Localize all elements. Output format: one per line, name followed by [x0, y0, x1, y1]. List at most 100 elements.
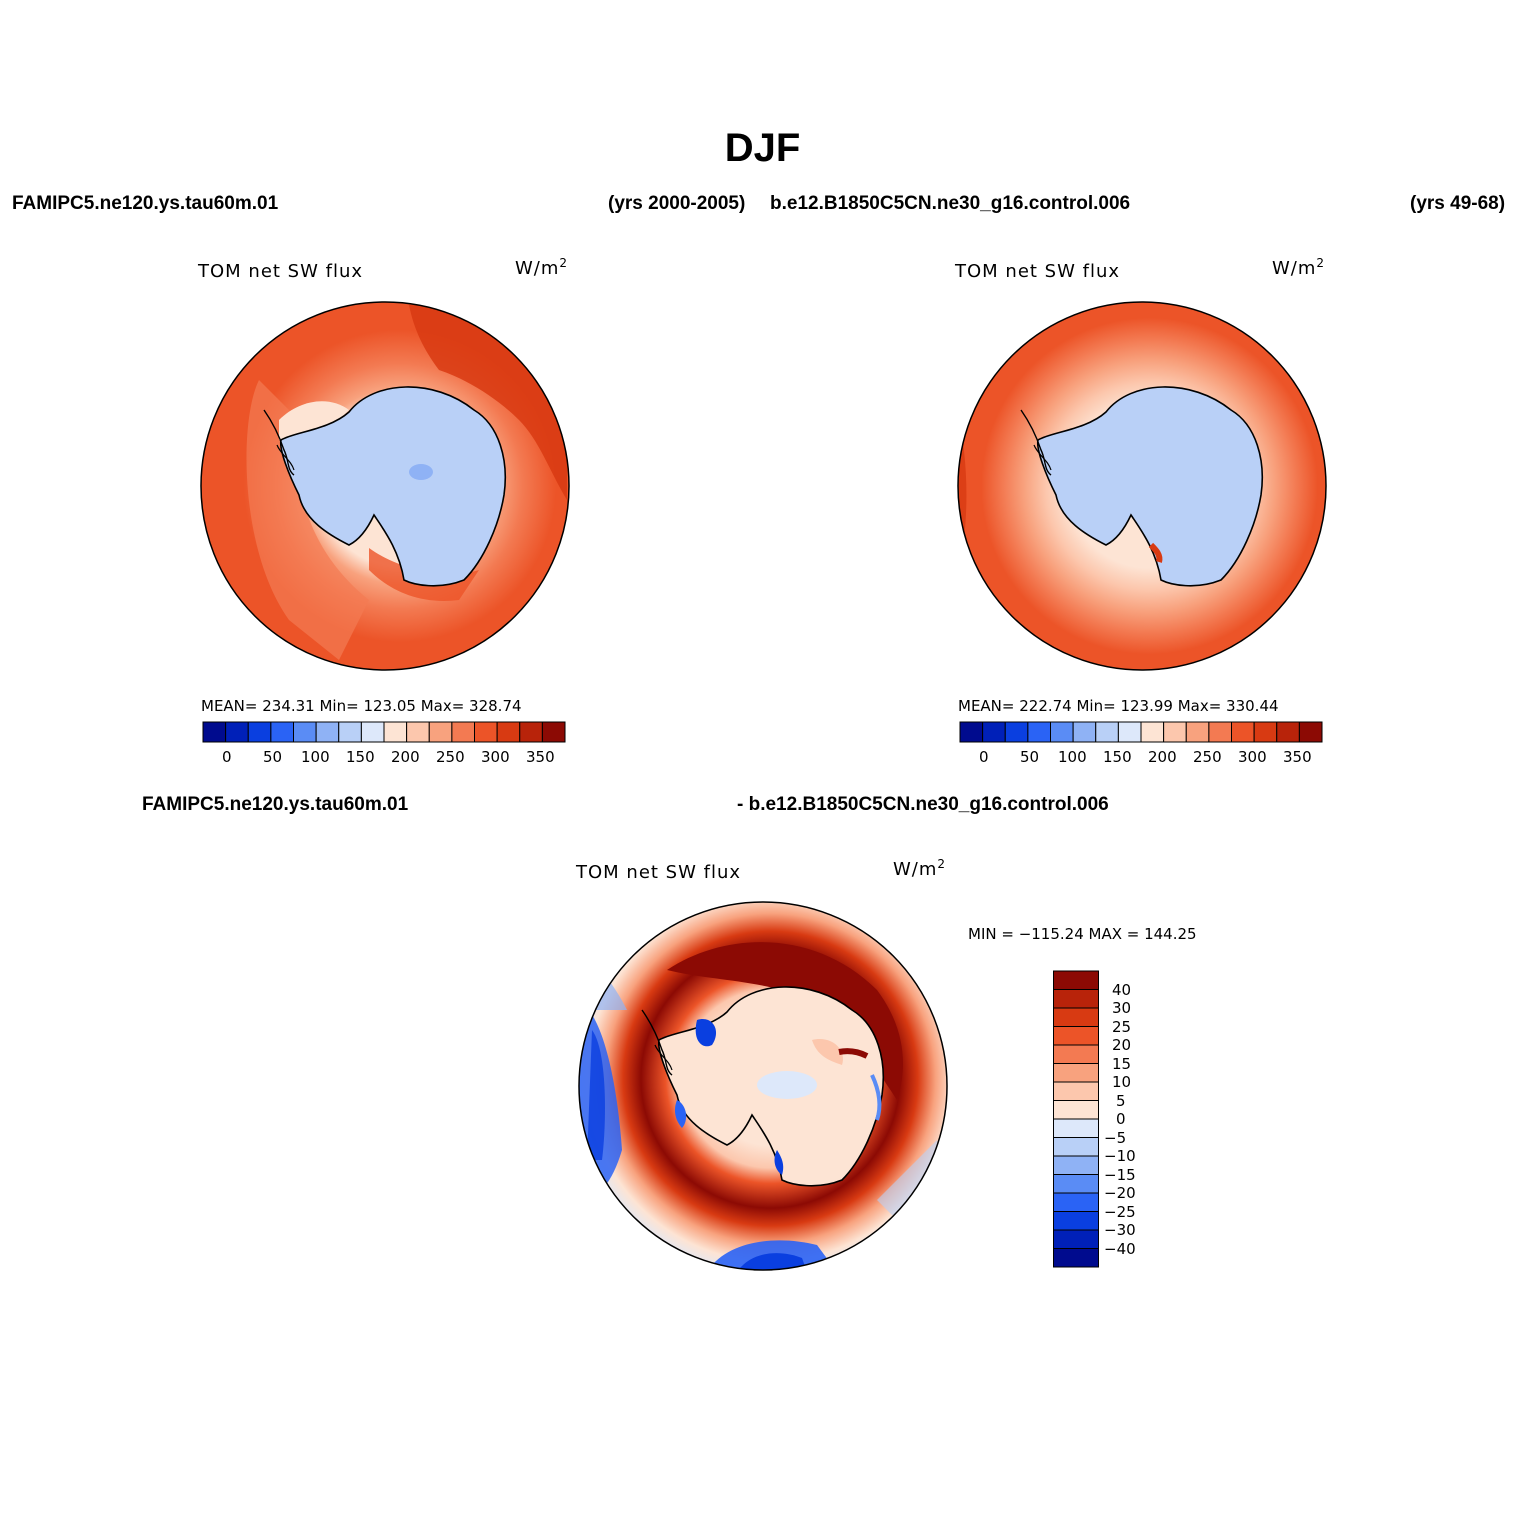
colorbar-swatch: [1053, 1026, 1099, 1046]
panel2-map: [957, 301, 1327, 671]
cb3-label: −15: [1104, 1166, 1136, 1184]
colorbar-swatch: [428, 721, 453, 743]
panel1-colorbar-labels: 0 50 100 150 200 250 300 350: [203, 748, 565, 768]
header-left-years: (yrs 2000-2005): [608, 193, 746, 214]
panel1-colorbar: [202, 721, 566, 743]
colorbar-swatch: [360, 721, 385, 743]
colorbar-swatch: [982, 721, 1006, 743]
colorbar-swatch: [1140, 721, 1165, 743]
cb1-label: 300: [481, 748, 510, 766]
header-left-case: FAMIPC5.ne120.ys.tau60m.01: [12, 193, 279, 214]
cb1-label: 150: [346, 748, 375, 766]
colorbar-swatch: [496, 721, 521, 743]
panel2-colorbar-labels: 0 50 100 150 200 250 300 350: [960, 748, 1322, 768]
colorbar-swatch: [225, 721, 249, 743]
panel2-antarctica: [1036, 386, 1264, 587]
cb3-label: −40: [1104, 1240, 1136, 1258]
panel3-colorbar: [1053, 970, 1099, 1268]
colorbar-swatch: [1095, 721, 1119, 743]
cb2-label: 350: [1283, 748, 1312, 766]
colorbar-swatch: [1053, 970, 1099, 990]
cb3-label: 40: [1112, 981, 1132, 999]
colorbar-swatch: [338, 721, 362, 743]
cb2-label: 250: [1193, 748, 1222, 766]
colorbar-swatch: [1053, 1063, 1099, 1083]
cb3-label: 10: [1112, 1073, 1132, 1091]
colorbar-swatch: [541, 721, 566, 743]
colorbar-swatch: [1185, 721, 1210, 743]
colorbar-swatch: [1231, 721, 1255, 743]
cb1-label: 250: [436, 748, 465, 766]
cb3-label: 25: [1112, 1018, 1132, 1036]
colorbar-swatch: [1053, 1081, 1099, 1101]
colorbar-swatch: [1053, 1192, 1099, 1212]
colorbar-swatch: [1117, 721, 1142, 743]
panel3-stats: MIN = −115.24 MAX = 144.25: [968, 925, 1197, 943]
cb1-label: 100: [301, 748, 330, 766]
figure-title: DJF: [724, 126, 801, 170]
colorbar-swatch: [1053, 1155, 1099, 1175]
colorbar-swatch: [451, 721, 476, 743]
colorbar-swatch: [406, 721, 430, 743]
cb2-label: 100: [1058, 748, 1087, 766]
cb3-label: 30: [1112, 999, 1132, 1017]
cb1-label: 350: [526, 748, 555, 766]
colorbar-swatch: [293, 721, 317, 743]
cb1-label: 0: [222, 748, 232, 766]
cb2-label: 50: [1020, 748, 1040, 766]
colorbar-swatch: [1027, 721, 1052, 743]
cb3-label: −25: [1104, 1203, 1136, 1221]
colorbar-swatch: [1072, 721, 1097, 743]
panel3-map: [578, 901, 948, 1271]
colorbar-swatch: [270, 721, 295, 743]
colorbar-swatch: [202, 721, 227, 743]
header-right-years: (yrs 49-68): [1410, 193, 1506, 214]
cb3-label: 5: [1116, 1092, 1126, 1110]
cb3-label: 15: [1112, 1055, 1132, 1073]
cb3-label: −10: [1104, 1147, 1136, 1165]
colorbar-swatch: [1004, 721, 1029, 743]
cb3-label: 0: [1116, 1110, 1126, 1128]
colorbar-swatch: [474, 721, 498, 743]
header-right-case: b.e12.B1850C5CN.ne30_g16.control.006: [770, 193, 1131, 214]
colorbar-swatch: [1053, 989, 1099, 1009]
colorbar-swatch: [959, 721, 984, 743]
cb2-label: 300: [1238, 748, 1267, 766]
panel1-stats: MEAN= 234.31 Min= 123.05 Max= 328.74: [201, 697, 522, 715]
panel1-map: [200, 301, 570, 671]
colorbar-swatch: [1053, 1118, 1099, 1138]
cb2-label: 0: [979, 748, 989, 766]
colorbar-swatch: [1053, 1007, 1099, 1027]
diff-label-right: - b.e12.B1850C5CN.ne30_g16.control.006: [737, 794, 1109, 815]
panel2-units: W/m2: [1272, 256, 1326, 279]
colorbar-swatch: [1053, 1211, 1099, 1231]
colorbar-swatch: [247, 721, 272, 743]
panel2-stats: MEAN= 222.74 Min= 123.99 Max= 330.44: [958, 697, 1279, 715]
panel2-colorbar: [959, 721, 1323, 743]
colorbar-swatch: [1298, 721, 1323, 743]
colorbar-swatch: [315, 721, 340, 743]
colorbar-swatch: [1053, 1137, 1099, 1157]
colorbar-swatch: [1050, 721, 1074, 743]
cb3-label: −5: [1104, 1129, 1127, 1147]
colorbar-swatch: [1053, 1248, 1099, 1268]
cb2-label: 200: [1148, 748, 1177, 766]
panel1-title: TOM net SW flux: [198, 261, 364, 282]
cb1-label: 50: [263, 748, 283, 766]
cb3-label: −20: [1104, 1184, 1136, 1202]
cb1-label: 200: [391, 748, 420, 766]
panel1-antarctica: [279, 386, 507, 587]
panel1-units: W/m2: [515, 256, 569, 279]
colorbar-swatch: [1163, 721, 1187, 743]
cb3-label: 20: [1112, 1036, 1132, 1054]
panel2-title: TOM net SW flux: [955, 261, 1121, 282]
colorbar-swatch: [1053, 1174, 1099, 1194]
colorbar-swatch: [1208, 721, 1233, 743]
cb2-label: 150: [1103, 748, 1132, 766]
diff-label-left: FAMIPC5.ne120.ys.tau60m.01: [142, 794, 409, 815]
panel3-units: W/m2: [893, 857, 947, 880]
colorbar-swatch: [519, 721, 543, 743]
colorbar-swatch: [1053, 1229, 1099, 1249]
panel3-colorbar-labels: 40 30 25 20 15 10 5 0 −5 −10 −15 −20 −25…: [1104, 970, 1164, 1270]
colorbar-swatch: [383, 721, 408, 743]
